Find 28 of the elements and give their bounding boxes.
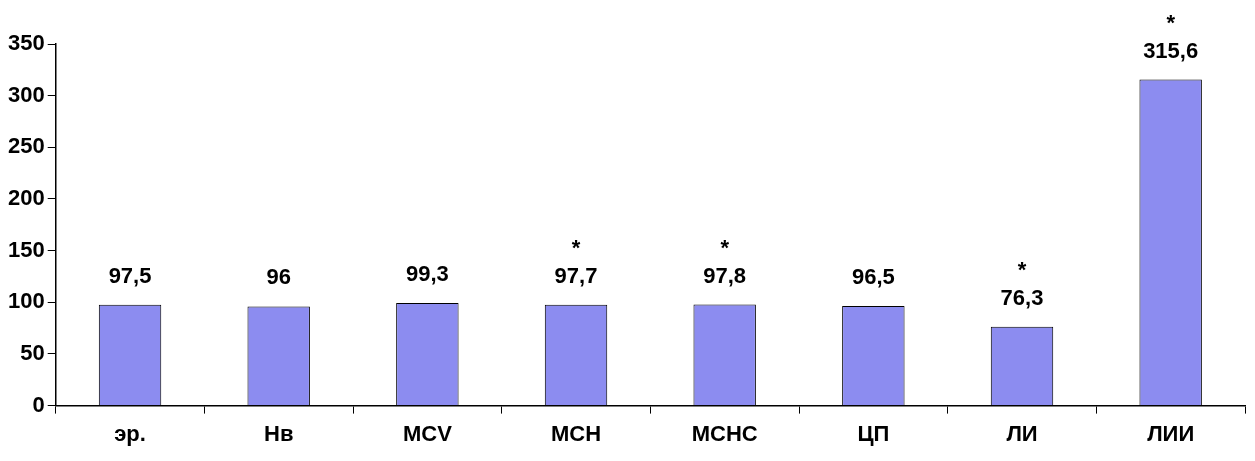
annotation: *	[1017, 256, 1027, 282]
x-tick-label: эр.	[114, 420, 146, 446]
data-label: 99,3	[405, 261, 449, 287]
data-label: 76,3	[1000, 284, 1044, 310]
x-tick-label: ЦП	[857, 420, 890, 446]
y-tick-label: 150	[7, 236, 45, 262]
y-tick-label: 350	[7, 30, 45, 56]
data-label: 97,8	[703, 262, 747, 288]
x-tick-label: MCHC	[691, 420, 758, 446]
y-tick-label: 200	[7, 185, 45, 211]
y-tick-label: 50	[20, 340, 45, 366]
data-label: 315,6	[1143, 37, 1199, 63]
data-label: 96	[266, 264, 291, 290]
x-tick-label: MCH	[550, 420, 602, 446]
annotation: *	[720, 234, 730, 260]
annotation: *	[1166, 9, 1176, 35]
x-tick-label: ЛИИ	[1147, 420, 1195, 446]
x-tick-label: MCV	[402, 420, 453, 446]
x-tick-label: Нв	[263, 420, 294, 446]
x-tick-label: ЛИ	[1006, 420, 1038, 446]
data-label: 96,5	[851, 263, 895, 289]
y-tick-label: 100	[7, 288, 45, 314]
data-label: 97,7	[554, 262, 598, 288]
y-tick-label: 300	[7, 81, 45, 107]
y-tick-label: 250	[7, 133, 45, 159]
y-tick-label: 0	[32, 391, 45, 417]
annotation: *	[571, 234, 581, 260]
data-label: 97,5	[108, 262, 152, 288]
